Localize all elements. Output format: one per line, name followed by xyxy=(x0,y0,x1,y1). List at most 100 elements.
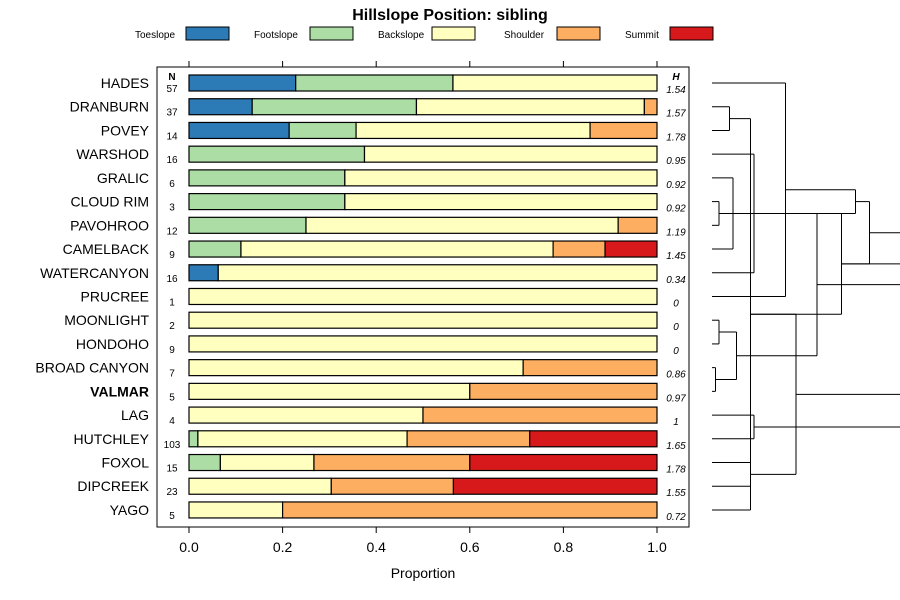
x-tick-label: 0.0 xyxy=(179,539,199,555)
bar-row-watercanyon: WATERCANYON 16 0.34 xyxy=(40,264,686,286)
bar-segment-backslope xyxy=(219,453,315,472)
bar-segment-footslope xyxy=(188,240,242,258)
bar-segment-shoulder xyxy=(552,240,606,258)
h-value: 1.55 xyxy=(666,488,686,499)
bar-segment-shoulder xyxy=(282,501,658,519)
bar-row-moonlight: MOONLIGHT 2 0 xyxy=(64,311,679,333)
category-label: PAVOHROO xyxy=(70,217,149,233)
category-label: HONDOHO xyxy=(76,336,149,352)
category-label: CLOUD RIM xyxy=(70,194,149,210)
legend-swatch-summit xyxy=(669,26,714,41)
h-value: 1.78 xyxy=(666,465,686,476)
h-value: 1.57 xyxy=(666,109,686,120)
h-value: 1.19 xyxy=(666,227,686,238)
bar-segment-shoulder xyxy=(522,359,658,377)
bar-segment-backslope xyxy=(240,240,554,258)
x-tick-label: 0.8 xyxy=(554,539,574,555)
n-value: 1 xyxy=(169,297,175,308)
legend-label-shoulder: Shoulder xyxy=(504,30,545,41)
category-label: GRALIC xyxy=(97,170,149,186)
bar-segment-footslope xyxy=(288,121,357,140)
bar-segment-shoulder xyxy=(643,98,658,116)
bar-segment-shoulder xyxy=(330,477,455,495)
h-value: 0.72 xyxy=(666,512,686,523)
h-value: 0.86 xyxy=(666,370,686,381)
category-label: BROAD CANYON xyxy=(35,360,149,376)
legend-swatch-backslope xyxy=(431,26,476,41)
n-value: 14 xyxy=(166,131,178,142)
bar-segment-backslope xyxy=(305,216,619,234)
n-value: 16 xyxy=(166,155,178,166)
h-value: 0.34 xyxy=(666,275,686,286)
n-value: 16 xyxy=(166,274,178,285)
category-label: HADES xyxy=(101,75,149,91)
bar-segment-footslope xyxy=(188,193,346,211)
bar-row-dranburn: DRANBURN 37 1.57 xyxy=(70,98,686,120)
h-value: 0.97 xyxy=(666,393,686,404)
bar-segment-backslope xyxy=(452,74,658,92)
bar-row-hutchley: HUTCHLEY 103 1.65 xyxy=(74,430,686,452)
h-value: 0 xyxy=(673,298,679,309)
h-value: 0.92 xyxy=(666,204,686,215)
bar-segment-backslope xyxy=(197,430,408,448)
h-value: 1.78 xyxy=(666,132,686,143)
bar-segment-backslope xyxy=(188,359,524,377)
h-value: 1.65 xyxy=(666,441,686,452)
bar-row-prucree: PRUCREE 1 0 xyxy=(81,287,679,309)
n-value: 4 xyxy=(169,416,175,427)
bar-row-pavohroo: PAVOHROO 12 1.19 xyxy=(70,216,686,238)
bar-row-camelback: CAMELBACK 9 1.45 xyxy=(63,240,686,262)
n-value: 12 xyxy=(166,226,178,237)
n-value: 103 xyxy=(164,440,181,451)
bar-row-broad-canyon: BROAD CANYON 7 0.86 xyxy=(35,359,686,381)
bar-segment-backslope xyxy=(344,193,658,211)
bar-segment-backslope xyxy=(188,287,658,306)
bar-segment-summit xyxy=(529,430,658,448)
n-value: 57 xyxy=(166,84,178,95)
bar-row-lag: LAG 4 1 xyxy=(121,406,679,428)
bar-row-hades: HADES 57 1.54 xyxy=(101,74,686,96)
h-value: 1.54 xyxy=(666,85,686,96)
bar-segment-shoulder xyxy=(422,406,658,424)
legend-label-backslope: Backslope xyxy=(378,30,425,41)
category-label: LAG xyxy=(121,407,149,423)
bar-row-povey: POVEY 14 1.78 xyxy=(101,121,686,143)
n-value: 5 xyxy=(169,392,175,403)
bar-segment-toeslope xyxy=(188,121,290,140)
bar-segment-backslope xyxy=(363,145,658,163)
category-label: MOONLIGHT xyxy=(64,312,149,328)
bar-segment-backslope xyxy=(188,382,471,400)
bar-row-cloud-rim: CLOUD RIM 3 0.92 xyxy=(70,193,686,215)
bar-segment-footslope xyxy=(251,98,418,116)
category-label: HUTCHLEY xyxy=(74,431,150,447)
bar-segment-footslope xyxy=(188,430,199,448)
h-value: 0 xyxy=(673,322,679,333)
category-label: VALMAR xyxy=(90,383,149,399)
bar-segment-shoulder xyxy=(406,430,531,448)
bar-row-valmar: VALMAR 5 0.97 xyxy=(90,382,686,404)
legend-label-summit: Summit xyxy=(625,30,659,41)
n-value: 37 xyxy=(166,108,178,119)
bar-segment-footslope xyxy=(188,453,221,472)
h-value: 0 xyxy=(673,346,679,357)
x-axis: 0.0 0.2 0.4 0.6 0.8 1.0 xyxy=(179,61,667,555)
bar-row-foxol: FOXOL 15 1.78 xyxy=(102,453,686,476)
n-column-header: N xyxy=(168,72,175,83)
bar-row-gralic: GRALIC 6 0.92 xyxy=(97,169,686,191)
n-value: 5 xyxy=(169,511,175,522)
bar-segment-shoulder xyxy=(313,453,471,472)
n-value: 15 xyxy=(166,464,178,475)
n-value: 7 xyxy=(169,369,175,380)
legend-swatch-footslope xyxy=(309,26,354,41)
bar-segment-footslope xyxy=(188,216,307,234)
bar-segment-shoulder xyxy=(469,382,658,400)
x-tick-label: 0.2 xyxy=(273,539,293,555)
plot-frame xyxy=(156,66,690,528)
h-value: 0.92 xyxy=(666,180,686,191)
bar-segment-backslope xyxy=(415,98,645,116)
n-value: 3 xyxy=(169,203,175,214)
bar-row-warshod: WARSHOD 16 0.95 xyxy=(76,145,686,167)
category-label: YAGO xyxy=(110,502,150,518)
